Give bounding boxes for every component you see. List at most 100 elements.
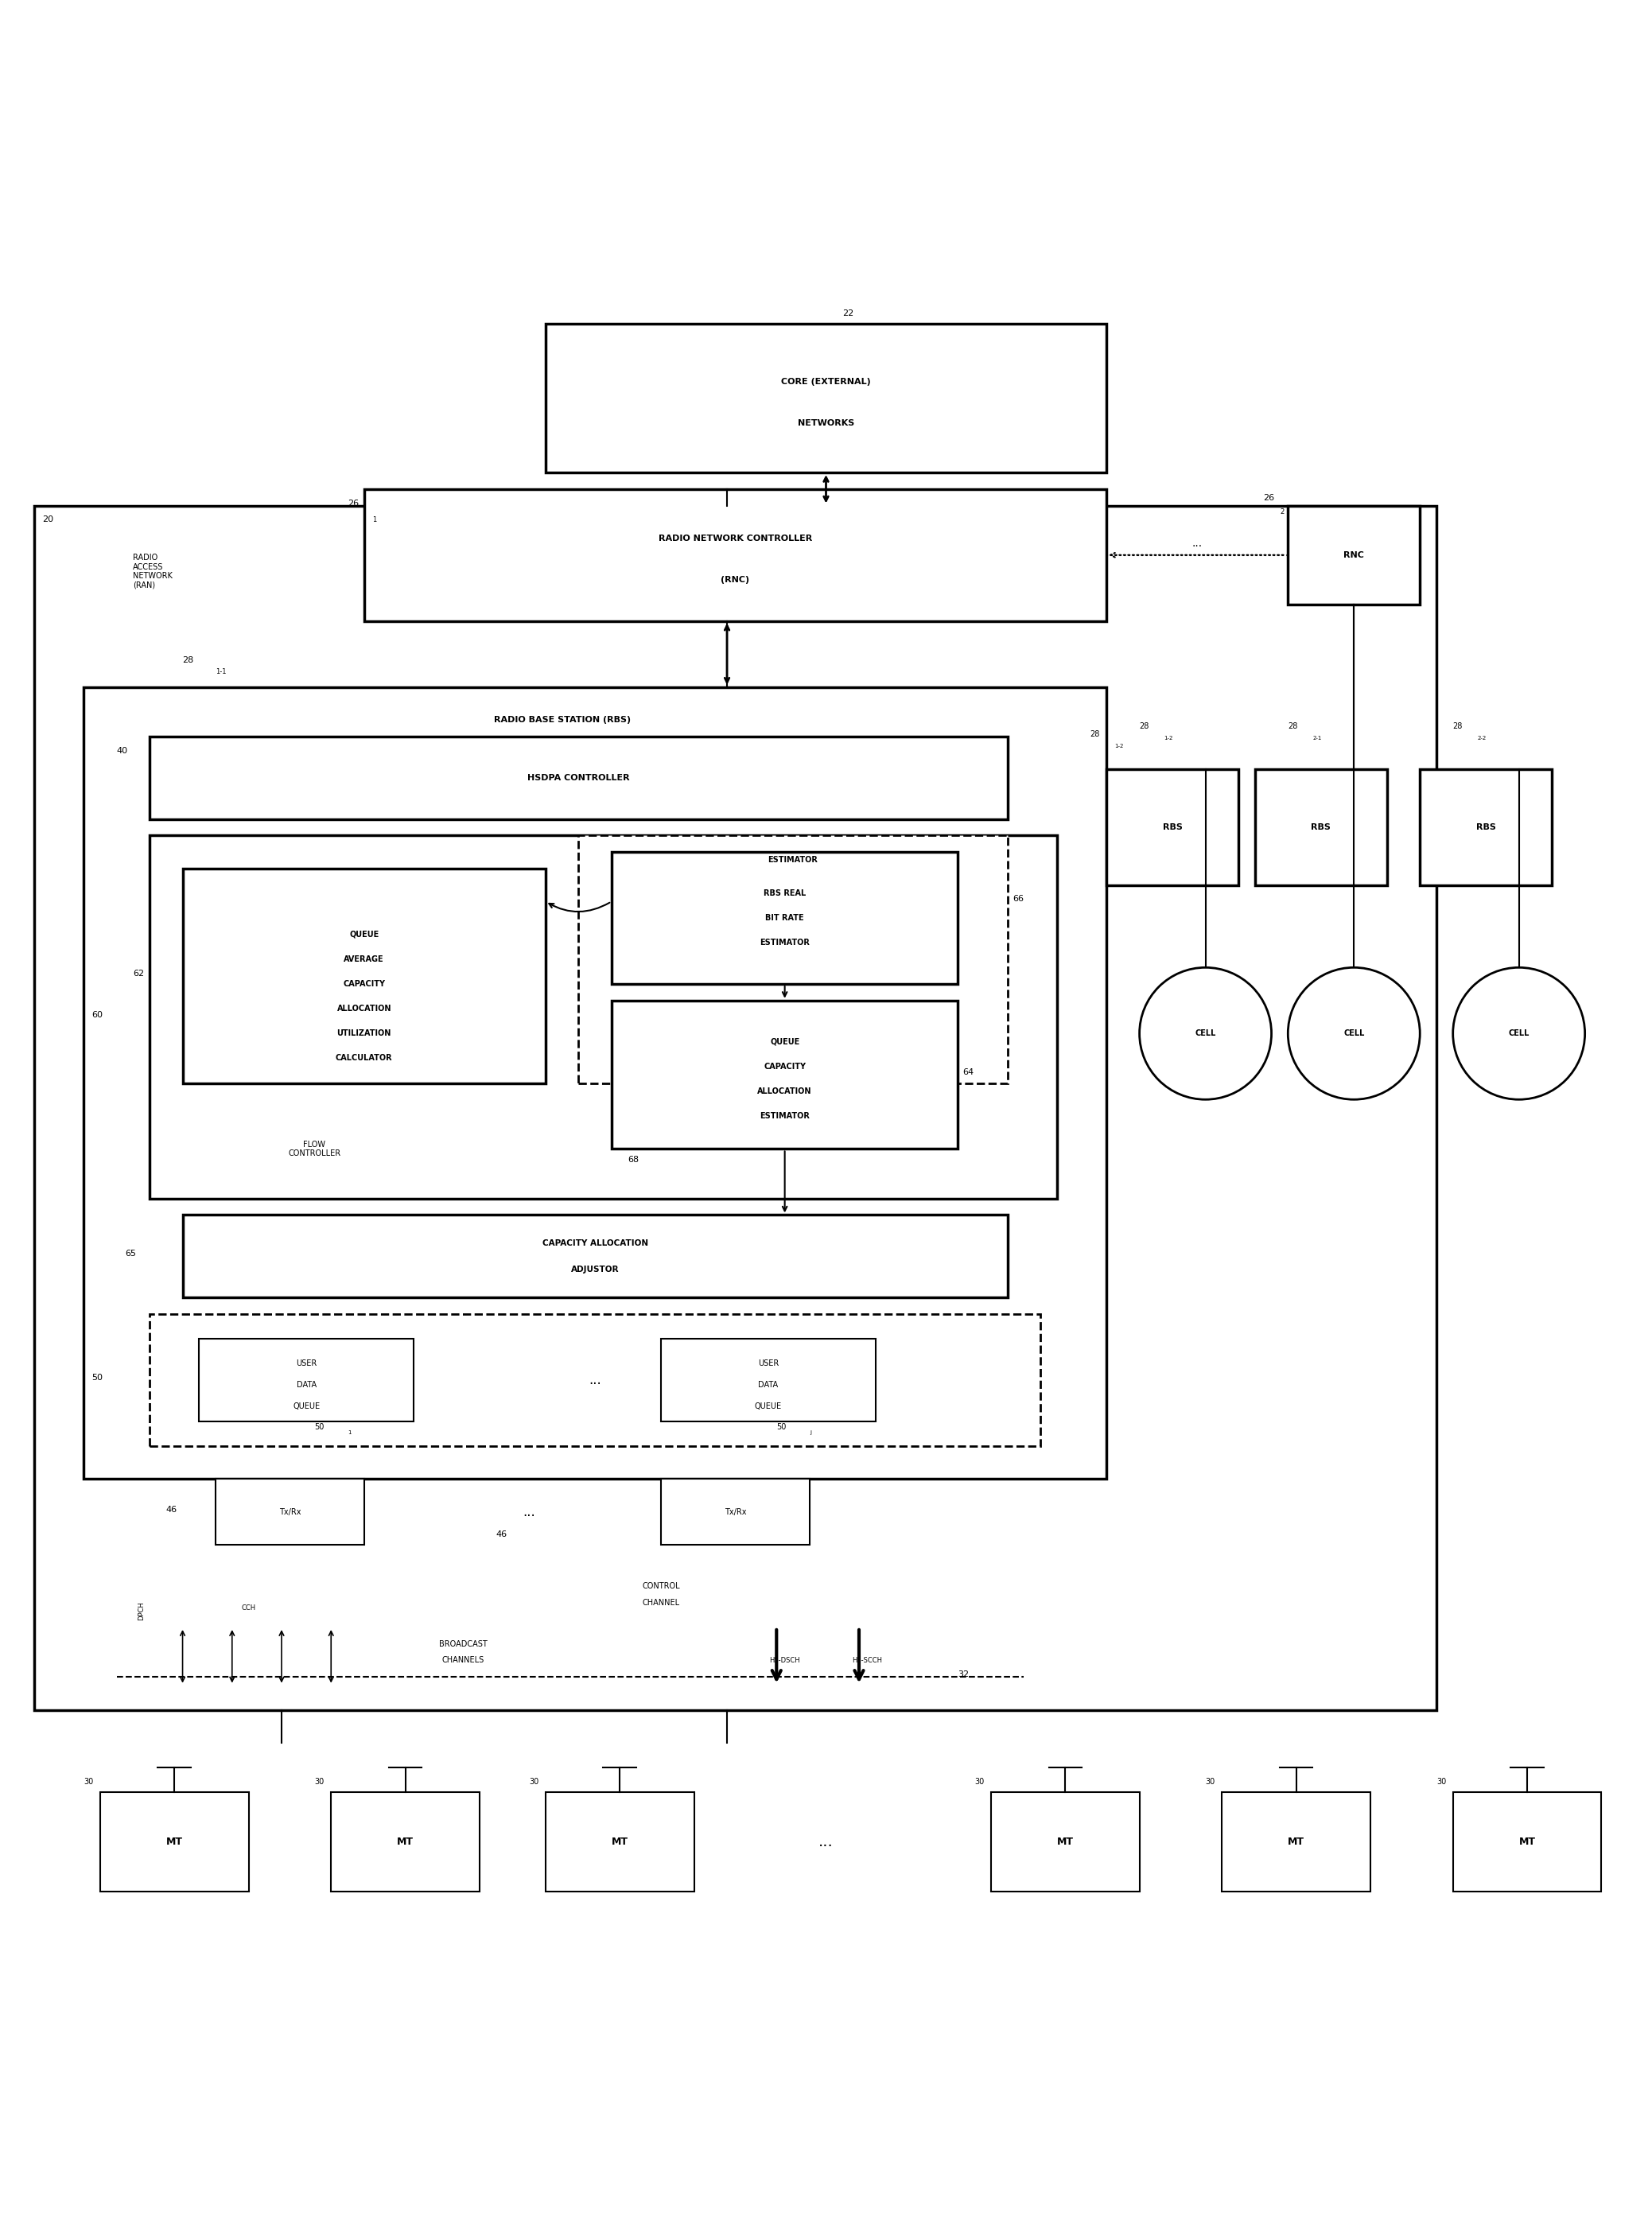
Text: 30: 30 xyxy=(529,1779,539,1786)
Text: CAPACITY ALLOCATION: CAPACITY ALLOCATION xyxy=(542,1239,648,1248)
Text: ADJUSTOR: ADJUSTOR xyxy=(572,1266,620,1274)
Text: RBS: RBS xyxy=(1475,824,1495,830)
FancyBboxPatch shape xyxy=(991,1792,1140,1891)
Text: 26: 26 xyxy=(347,500,358,507)
FancyBboxPatch shape xyxy=(330,1792,479,1891)
Text: MT: MT xyxy=(165,1837,183,1848)
Text: ALLOCATION: ALLOCATION xyxy=(758,1087,813,1096)
Text: 30: 30 xyxy=(1206,1779,1216,1786)
Text: UTILIZATION: UTILIZATION xyxy=(337,1029,392,1038)
Text: Tx/Rx: Tx/Rx xyxy=(724,1509,747,1516)
Text: USER: USER xyxy=(758,1359,778,1368)
Text: ESTIMATOR: ESTIMATOR xyxy=(760,940,809,946)
Text: 22: 22 xyxy=(843,310,854,317)
FancyBboxPatch shape xyxy=(101,1792,248,1891)
Text: ESTIMATOR: ESTIMATOR xyxy=(768,857,818,864)
Text: RBS: RBS xyxy=(1312,824,1332,830)
Text: Tx/Rx: Tx/Rx xyxy=(279,1509,301,1516)
FancyBboxPatch shape xyxy=(1452,1792,1601,1891)
Text: 62: 62 xyxy=(134,969,144,978)
Text: CELL: CELL xyxy=(1194,1029,1216,1038)
FancyBboxPatch shape xyxy=(150,737,1008,819)
Text: 30: 30 xyxy=(84,1779,93,1786)
Text: QUEUE: QUEUE xyxy=(755,1402,781,1411)
Text: RNC: RNC xyxy=(1343,551,1365,558)
FancyBboxPatch shape xyxy=(363,489,1107,620)
Text: 46: 46 xyxy=(167,1507,177,1513)
Text: 26: 26 xyxy=(1264,493,1274,502)
Text: 50: 50 xyxy=(776,1424,786,1431)
Text: MT: MT xyxy=(1518,1837,1535,1848)
Text: RADIO
ACCESS
NETWORK
(RAN): RADIO ACCESS NETWORK (RAN) xyxy=(134,554,173,589)
Text: 20: 20 xyxy=(43,516,53,525)
Text: RBS REAL: RBS REAL xyxy=(763,888,806,897)
Text: NETWORKS: NETWORKS xyxy=(798,420,854,426)
Text: USER: USER xyxy=(296,1359,317,1368)
Text: BIT RATE: BIT RATE xyxy=(765,915,805,922)
Text: 68: 68 xyxy=(628,1156,639,1163)
FancyBboxPatch shape xyxy=(150,1315,1041,1446)
Text: 60: 60 xyxy=(93,1011,102,1018)
Text: ...: ... xyxy=(1193,538,1203,549)
Text: DPCH: DPCH xyxy=(137,1603,145,1620)
Text: HS-DSCH: HS-DSCH xyxy=(770,1656,800,1665)
Text: 1-1: 1-1 xyxy=(215,667,226,676)
Text: 28: 28 xyxy=(1289,721,1298,730)
FancyBboxPatch shape xyxy=(1289,504,1421,605)
Text: ESTIMATOR: ESTIMATOR xyxy=(760,1112,809,1120)
Text: QUEUE: QUEUE xyxy=(292,1402,320,1411)
Text: HS-SCCH: HS-SCCH xyxy=(852,1656,882,1665)
FancyBboxPatch shape xyxy=(84,687,1107,1480)
FancyBboxPatch shape xyxy=(150,835,1057,1199)
FancyBboxPatch shape xyxy=(1222,1792,1371,1891)
Text: AVERAGE: AVERAGE xyxy=(344,955,385,964)
Text: MT: MT xyxy=(396,1837,413,1848)
Text: 28: 28 xyxy=(1452,721,1462,730)
Text: 1: 1 xyxy=(372,516,377,525)
Text: ...: ... xyxy=(522,1504,535,1520)
Text: CAPACITY: CAPACITY xyxy=(344,980,385,989)
Text: 50: 50 xyxy=(93,1373,102,1382)
Text: 28: 28 xyxy=(1140,721,1150,730)
Text: ...: ... xyxy=(588,1373,601,1386)
Text: 2-2: 2-2 xyxy=(1477,737,1487,741)
Text: CALCULATOR: CALCULATOR xyxy=(335,1054,393,1062)
Text: HSDPA CONTROLLER: HSDPA CONTROLLER xyxy=(527,775,629,781)
Text: CELL: CELL xyxy=(1508,1029,1530,1038)
Text: 1-2: 1-2 xyxy=(1165,737,1173,741)
Text: CCH: CCH xyxy=(241,1605,256,1612)
Text: DATA: DATA xyxy=(758,1382,778,1388)
Text: 50: 50 xyxy=(314,1424,324,1431)
FancyBboxPatch shape xyxy=(611,853,958,984)
FancyBboxPatch shape xyxy=(1256,770,1388,886)
Text: RBS: RBS xyxy=(1163,824,1183,830)
Text: BROADCAST: BROADCAST xyxy=(439,1641,487,1647)
Text: QUEUE: QUEUE xyxy=(770,1038,800,1047)
Text: FLOW
CONTROLLER: FLOW CONTROLLER xyxy=(287,1141,340,1158)
Text: 40: 40 xyxy=(117,748,127,754)
Text: 30: 30 xyxy=(975,1779,985,1786)
Text: RADIO BASE STATION (RBS): RADIO BASE STATION (RBS) xyxy=(494,716,631,723)
Text: RADIO NETWORK CONTROLLER: RADIO NETWORK CONTROLLER xyxy=(659,533,813,542)
FancyBboxPatch shape xyxy=(183,868,545,1083)
FancyBboxPatch shape xyxy=(1421,770,1551,886)
Text: 64: 64 xyxy=(963,1069,975,1076)
Text: 46: 46 xyxy=(496,1531,507,1538)
Text: MT: MT xyxy=(611,1837,628,1848)
FancyBboxPatch shape xyxy=(661,1480,809,1545)
Text: DATA: DATA xyxy=(296,1382,316,1388)
Text: CAPACITY: CAPACITY xyxy=(763,1062,806,1071)
FancyBboxPatch shape xyxy=(661,1339,876,1422)
Text: 2-1: 2-1 xyxy=(1313,737,1322,741)
Text: QUEUE: QUEUE xyxy=(349,931,378,937)
Text: MT: MT xyxy=(1289,1837,1305,1848)
Text: 65: 65 xyxy=(126,1250,135,1259)
FancyBboxPatch shape xyxy=(200,1339,413,1422)
Text: 32: 32 xyxy=(958,1670,970,1678)
FancyBboxPatch shape xyxy=(215,1480,363,1545)
FancyBboxPatch shape xyxy=(545,324,1107,473)
Text: (RNC): (RNC) xyxy=(720,576,750,585)
FancyBboxPatch shape xyxy=(1107,770,1239,886)
Text: CONTROL: CONTROL xyxy=(643,1582,681,1589)
Text: ALLOCATION: ALLOCATION xyxy=(337,1004,392,1013)
